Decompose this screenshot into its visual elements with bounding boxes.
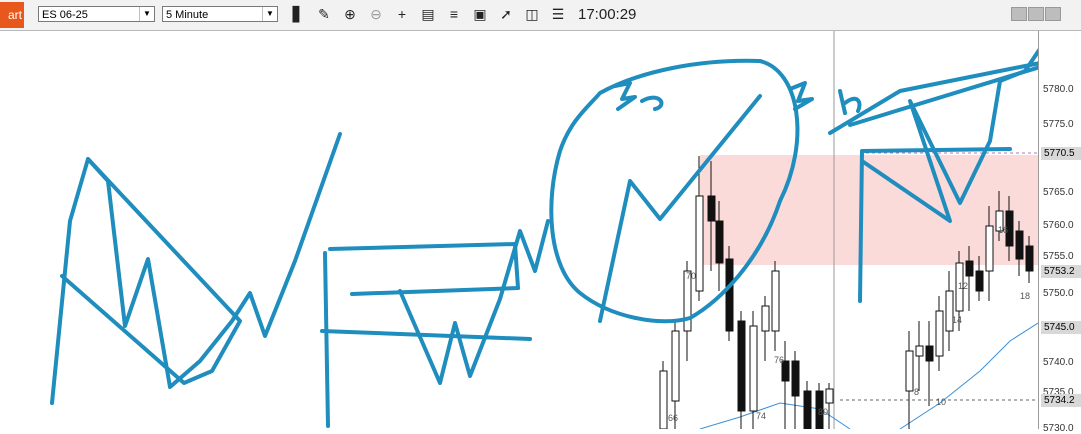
interval-value: 5 Minute [166, 9, 209, 21]
bar-count-label: 18 [1020, 291, 1030, 301]
candle-down [815, 390, 824, 429]
candle-up [935, 310, 944, 357]
bar-count-label: 74 [756, 411, 766, 421]
candles: 70 76 74 80 66 12 16 14 18 8 10 [659, 156, 1034, 429]
zoom-in-icon[interactable]: ⊕ [344, 6, 356, 22]
data-box-icon[interactable]: ▤ [421, 6, 435, 22]
bar-count-label: 8 [914, 387, 919, 397]
candle-down [791, 360, 800, 397]
bars-icon[interactable]: ▋ [292, 6, 304, 22]
candle-down [1025, 245, 1034, 272]
candle-down [715, 220, 724, 264]
properties-icon[interactable]: ≡ [449, 6, 459, 22]
candle-down [1015, 230, 1024, 260]
price-tick: 5760.0 [1043, 220, 1074, 231]
ink-stroke [598, 94, 762, 323]
bar-count-label: 12 [958, 281, 968, 291]
candle-up [955, 262, 964, 312]
crosshair-icon[interactable]: + [397, 6, 407, 22]
price-tag: 5745.0 [1041, 321, 1081, 334]
bar-count-label: 70 [686, 271, 696, 281]
price-tick: 5750.0 [1043, 288, 1074, 299]
candle-down [1005, 210, 1014, 247]
zoom-out-icon[interactable]: ⊖ [370, 6, 382, 22]
candle-up [985, 225, 994, 272]
bar-count-label: 66 [668, 413, 678, 423]
bar-count-label: 16 [998, 225, 1008, 235]
price-axis[interactable]: 5780.0 5775.0 5770.5 5765.0 5760.0 5755.… [1038, 31, 1081, 434]
candle-up [749, 325, 758, 412]
candle-down [707, 195, 716, 222]
chevron-down-icon: ▼ [139, 7, 154, 21]
candle-down [737, 320, 746, 412]
chart-trader-icon[interactable]: ◫ [525, 6, 539, 22]
instrument-select[interactable]: ES 06-25 ▼ [38, 6, 155, 22]
interval-select[interactable]: 5 Minute ▼ [162, 6, 278, 22]
strategy-icon[interactable]: ➚ [500, 6, 512, 22]
price-chart[interactable]: 70 76 74 80 66 12 16 14 18 8 10 [0, 31, 1038, 429]
price-tick: 5775.0 [1043, 119, 1074, 130]
ink-stroke [50, 132, 342, 405]
candle-up [659, 370, 668, 429]
candle-down [725, 258, 734, 332]
clock: 17:00:29 [578, 6, 637, 23]
candle-down [781, 360, 790, 382]
drawing-tool-icon[interactable]: ▣ [473, 6, 487, 22]
candle-up [905, 350, 914, 392]
list-icon[interactable]: ☰ [551, 6, 565, 22]
candle-up [683, 270, 692, 332]
candle-down [965, 260, 974, 277]
candle-down [925, 345, 934, 362]
ink-stroke [398, 219, 550, 385]
price-tick: 5735.0 [1043, 387, 1074, 398]
candle-up [915, 345, 924, 357]
candle-down [975, 270, 984, 292]
price-tick: 5740.0 [1043, 357, 1074, 368]
bar-count-label: 80 [818, 407, 828, 417]
bar-count-label: 14 [952, 315, 962, 325]
candle-up [695, 195, 704, 292]
chart-toolbar: art ES 06-25 ▼ 5 Minute ▼ ▋ ✎ ⊕ ⊖ + ▤ ≡ … [0, 0, 1081, 31]
price-tick: 5780.0 [1043, 84, 1074, 95]
minimize-icon[interactable] [1011, 7, 1027, 21]
ink-stroke [828, 61, 1038, 135]
candle-up [761, 305, 770, 332]
candle-up [995, 210, 1004, 232]
ink-stroke [549, 58, 800, 324]
ink-stroke [60, 157, 242, 385]
maximize-icon[interactable] [1045, 7, 1061, 21]
ink-stroke [858, 48, 1038, 303]
restore-icon[interactable] [1028, 7, 1044, 21]
chevron-down-icon: ▼ [262, 7, 277, 21]
price-tag: 5734.2 [1041, 394, 1081, 407]
pencil-icon[interactable]: ✎ [318, 6, 330, 22]
candle-up [671, 330, 680, 402]
price-tick: 5755.0 [1043, 251, 1074, 262]
zone-rectangle [700, 155, 1038, 265]
candle-down [803, 390, 812, 429]
price-tag: 5753.2 [1041, 265, 1081, 278]
candle-up [771, 270, 780, 332]
instrument-value: ES 06-25 [42, 9, 88, 21]
price-tag: 5770.5 [1041, 147, 1081, 160]
candle-up [825, 388, 834, 404]
ink-stroke [320, 286, 532, 341]
chart-tab[interactable]: art [0, 2, 24, 28]
ink-annotations [50, 48, 1038, 428]
bar-count-label: 10 [936, 397, 946, 407]
bar-count-label: 76 [774, 355, 784, 365]
moving-average-line [699, 322, 1038, 429]
ink-stroke [613, 81, 862, 115]
price-tick: 5765.0 [1043, 187, 1074, 198]
candle-up [945, 290, 954, 332]
